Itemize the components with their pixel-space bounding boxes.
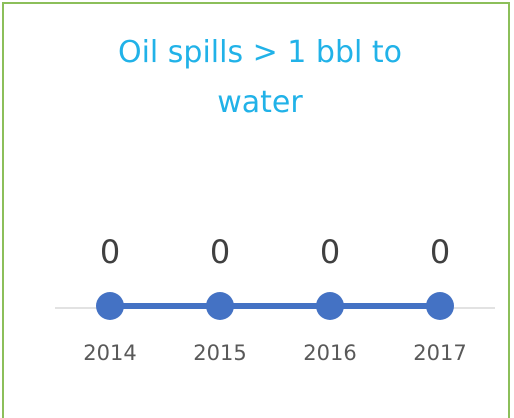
- point: [96, 292, 124, 320]
- x-tick-label: 2015: [193, 341, 246, 365]
- data-label: 0: [320, 233, 340, 271]
- point: [206, 292, 234, 320]
- x-tick-label: 2016: [303, 341, 356, 365]
- chart-title: Oil spills > 1 bbl to water: [117, 35, 403, 120]
- data-label: 0: [210, 233, 230, 271]
- data-label: 0: [100, 233, 120, 271]
- x-tick-label: 2017: [413, 341, 466, 365]
- data-label: 0: [430, 233, 450, 271]
- x-tick-label: 2014: [83, 341, 136, 365]
- point: [426, 292, 454, 320]
- point: [316, 292, 344, 320]
